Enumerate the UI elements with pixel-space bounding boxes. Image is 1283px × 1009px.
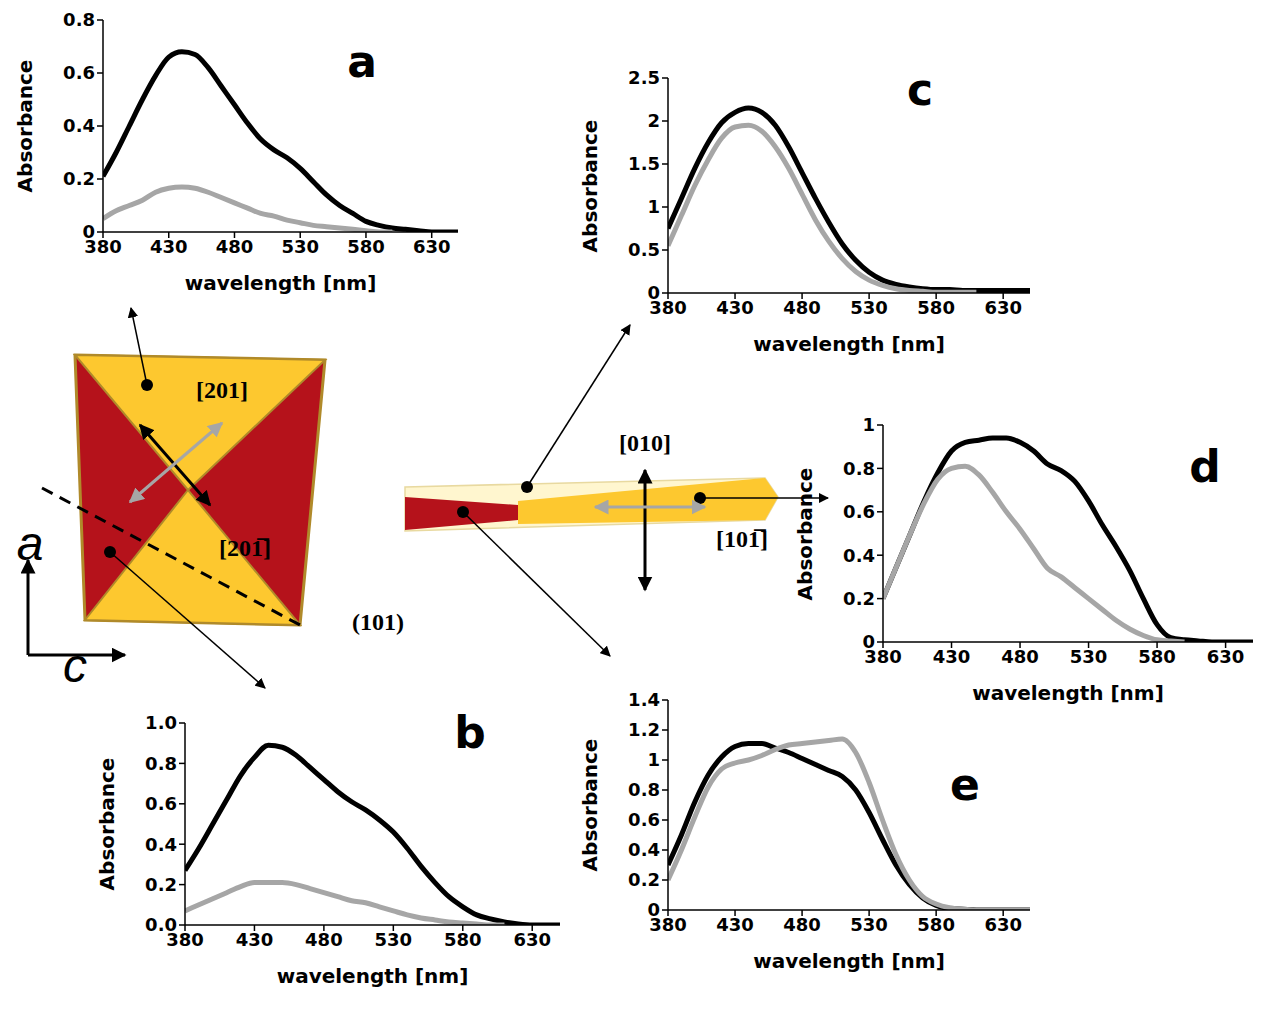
svg-text:430: 430 bbox=[716, 297, 754, 318]
svg-text:630: 630 bbox=[1207, 646, 1245, 667]
svg-text:0.6: 0.6 bbox=[145, 793, 177, 814]
html-text:Absorbance: Absorbance bbox=[95, 757, 119, 891]
svg-text:0.4: 0.4 bbox=[63, 115, 95, 136]
svg-text:1.5: 1.5 bbox=[628, 153, 660, 174]
svg-text:580: 580 bbox=[347, 236, 385, 257]
svg-text:0.8: 0.8 bbox=[145, 753, 177, 774]
svg-text:0.2: 0.2 bbox=[145, 874, 177, 895]
svg-text:380: 380 bbox=[166, 928, 204, 950]
svg-text:0.2: 0.2 bbox=[628, 869, 660, 890]
svg-text:530: 530 bbox=[281, 236, 319, 257]
svg-text:630: 630 bbox=[513, 929, 551, 950]
svg-text:0: 0 bbox=[647, 899, 660, 920]
svg-text:0.8: 0.8 bbox=[843, 458, 875, 479]
svg-text:0.8: 0.8 bbox=[63, 10, 95, 30]
svg-text:0.8: 0.8 bbox=[628, 779, 660, 800]
svg-text:1: 1 bbox=[647, 749, 660, 770]
svg-text:0.5: 0.5 bbox=[628, 239, 660, 260]
svg-text:0.2: 0.2 bbox=[63, 168, 95, 189]
svg-text:630: 630 bbox=[413, 236, 451, 257]
svg-text:0.4: 0.4 bbox=[843, 545, 875, 566]
svg-text:0.4: 0.4 bbox=[628, 839, 660, 860]
svg-text:530: 530 bbox=[1070, 646, 1108, 667]
svg-text:380: 380 bbox=[864, 645, 902, 667]
svg-text:480: 480 bbox=[216, 236, 254, 257]
svg-text:0: 0 bbox=[82, 221, 95, 242]
html-text:wavelength [nm]: wavelength [nm] bbox=[276, 964, 469, 988]
html-text:wavelength [nm]: wavelength [nm] bbox=[184, 271, 377, 295]
svg-text:0.4: 0.4 bbox=[145, 834, 177, 855]
html-text:Absorbance: Absorbance bbox=[578, 119, 602, 252]
svg-text:0: 0 bbox=[647, 282, 660, 303]
svg-text:1.4: 1.4 bbox=[628, 690, 660, 710]
svg-text:[010]: [010] bbox=[619, 430, 671, 456]
svg-text:380: 380 bbox=[84, 235, 122, 257]
html-text:Absorbance: Absorbance bbox=[578, 738, 602, 872]
svg-text:1.0: 1.0 bbox=[145, 713, 177, 733]
svg-text:480: 480 bbox=[783, 297, 821, 318]
svg-text:480: 480 bbox=[783, 914, 821, 935]
svg-text:430: 430 bbox=[716, 914, 754, 935]
svg-text:380: 380 bbox=[649, 913, 687, 935]
svg-text:0.2: 0.2 bbox=[843, 588, 875, 609]
svg-text:580: 580 bbox=[917, 914, 955, 935]
svg-text:(101): (101) bbox=[352, 609, 404, 635]
svg-text:1: 1 bbox=[862, 415, 875, 435]
svg-text:630: 630 bbox=[984, 914, 1022, 935]
svg-text:480: 480 bbox=[1001, 646, 1039, 667]
svg-text:0.6: 0.6 bbox=[628, 809, 660, 830]
html-text:d: d bbox=[1189, 441, 1221, 492]
svg-text:0: 0 bbox=[862, 631, 875, 652]
svg-text:480: 480 bbox=[305, 929, 343, 950]
svg-text:530: 530 bbox=[850, 297, 888, 318]
svg-text:a: a bbox=[17, 517, 44, 570]
svg-text:c: c bbox=[63, 639, 87, 692]
svg-text:[201]: [201] bbox=[196, 377, 248, 403]
svg-text:0.6: 0.6 bbox=[843, 501, 875, 522]
svg-text:580: 580 bbox=[1138, 646, 1176, 667]
svg-text:630: 630 bbox=[984, 297, 1022, 318]
svg-text:0.0: 0.0 bbox=[145, 914, 177, 935]
html-text:Absorbance: Absorbance bbox=[13, 59, 37, 193]
svg-text:380: 380 bbox=[649, 296, 687, 318]
html-text:wavelength [nm]: wavelength [nm] bbox=[753, 332, 945, 356]
svg-text:430: 430 bbox=[236, 929, 274, 950]
html-text:b: b bbox=[454, 707, 486, 758]
svg-text:580: 580 bbox=[444, 929, 482, 950]
html-text:c: c bbox=[907, 64, 933, 115]
svg-text:1: 1 bbox=[647, 196, 660, 217]
html-text:wavelength [nm]: wavelength [nm] bbox=[972, 681, 1164, 705]
svg-text:530: 530 bbox=[850, 914, 888, 935]
html-text:e: e bbox=[950, 759, 980, 810]
svg-text:2: 2 bbox=[647, 110, 660, 131]
html-text:Absorbance: Absorbance bbox=[793, 467, 817, 600]
svg-text:430: 430 bbox=[933, 646, 971, 667]
svg-text:[101̅]: [101̅] bbox=[716, 526, 768, 552]
svg-text:530: 530 bbox=[375, 929, 413, 950]
svg-text:0.6: 0.6 bbox=[63, 62, 95, 83]
html-text:a: a bbox=[347, 36, 377, 87]
svg-text:[201̅]: [201̅] bbox=[219, 535, 271, 561]
html-text:wavelength [nm]: wavelength [nm] bbox=[753, 949, 945, 973]
svg-text:2.5: 2.5 bbox=[628, 68, 660, 88]
svg-text:430: 430 bbox=[150, 236, 188, 257]
svg-text:580: 580 bbox=[917, 297, 955, 318]
svg-text:1.2: 1.2 bbox=[628, 719, 660, 740]
